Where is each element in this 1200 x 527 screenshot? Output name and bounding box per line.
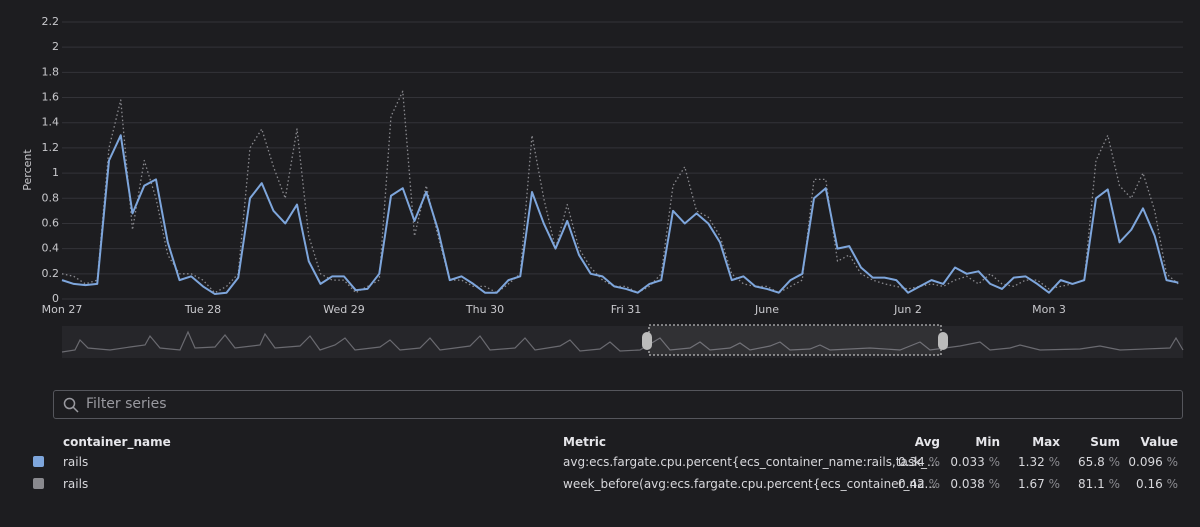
x-tick-label: Fri 31 [611, 303, 642, 316]
stat-value: 1.32 [1018, 455, 1045, 469]
stat-unit: % [1108, 455, 1120, 469]
series-line [61, 90, 1179, 294]
stat-unit: % [928, 477, 940, 491]
column-header: Min [975, 435, 1000, 449]
x-tick-label: Tue 28 [184, 303, 221, 316]
series-name: rails [63, 477, 89, 491]
metric: week_before(avg:ecs.fargate.cpu.percent{… [563, 477, 936, 491]
column-header: Sum [1090, 435, 1120, 449]
stat: 65.8 % [1040, 455, 1120, 469]
stat-unit: % [988, 455, 1000, 469]
x-tick-label: Jun 2 [893, 303, 922, 316]
stat: 81.1 % [1040, 477, 1120, 491]
x-tick-label: Mon 3 [1032, 303, 1066, 316]
y-tick-label: 0.8 [42, 191, 60, 204]
series-line [61, 134, 1179, 295]
y-tick-label: 0.4 [42, 242, 60, 255]
stat-value: 0.16 [1136, 477, 1163, 491]
navigator-line [61, 330, 1184, 353]
stat-value: 0.42 [898, 477, 925, 491]
stat: 1.67 % [980, 477, 1060, 491]
stat-value: 0.033 [950, 455, 985, 469]
column-header: Metric [563, 435, 606, 449]
stat-unit: % [928, 455, 940, 469]
metric: avg:ecs.fargate.cpu.percent{ecs_containe… [563, 455, 939, 469]
y-tick-label: 0.6 [42, 216, 60, 229]
search-icon [63, 397, 79, 413]
stat-unit: % [1048, 477, 1060, 491]
series-name: rails [63, 455, 89, 469]
navigator-handle[interactable] [642, 332, 652, 350]
legend-swatch [33, 478, 44, 489]
stat: 0.16 % [1098, 477, 1178, 491]
y-tick-label: 1 [52, 166, 59, 179]
navigator [61, 324, 1184, 358]
stat-value: 0.096 [1128, 455, 1163, 469]
chart: Percent 0 0.2 0.4 0.6 0.8 1 1.2 1.4 1.6 1.8 2 2.2 Mo… [21, 15, 1184, 358]
y-axis-label: Percent [21, 149, 34, 191]
y-tick-label: 1.2 [42, 141, 60, 154]
stat-unit: % [1048, 455, 1060, 469]
y-tick-label: 2 [52, 40, 59, 53]
stat: 0.038 % [920, 477, 1000, 491]
stat-unit: % [1166, 477, 1178, 491]
column-header: Max [1032, 435, 1060, 449]
table-row: rails avg:ecs.fargate.cpu.percent{ecs_con… [0, 452, 1200, 472]
stat-value: 0.34 [898, 455, 925, 469]
filter-input[interactable]: Filter series [53, 390, 1183, 419]
stat-unit: % [1108, 477, 1120, 491]
y-tick-label: 2.2 [42, 15, 60, 28]
stat-value: 1.67 [1018, 477, 1045, 491]
stat-value: 0.038 [950, 477, 985, 491]
stat: 0.096 % [1098, 455, 1178, 469]
stat-value: 81.1 [1078, 477, 1105, 491]
x-tick-label: Wed 29 [323, 303, 364, 316]
column-header: Avg [914, 435, 940, 449]
x-tick-label: June [754, 303, 779, 316]
stat-unit: % [988, 477, 1000, 491]
column-header: Value [1140, 435, 1178, 449]
y-tick-label: 0.2 [42, 267, 60, 280]
stat: 0.42 % [860, 477, 940, 491]
navigator-window[interactable] [648, 324, 942, 356]
navigator-bg [62, 326, 1183, 358]
x-tick-label: Thu 30 [465, 303, 504, 316]
x-tick-label: Mon 27 [42, 303, 83, 316]
navigator-handle[interactable] [938, 332, 948, 350]
table-header: container_name Metric Avg Min Max Sum Value [0, 432, 1200, 452]
stat-unit: % [1166, 455, 1178, 469]
column-header: container_name [63, 435, 171, 449]
stat-value: 65.8 [1078, 455, 1105, 469]
y-tick-label: 1.4 [42, 116, 60, 129]
filter-placeholder: Filter series [86, 396, 167, 412]
stat: 1.32 % [980, 455, 1060, 469]
legend-swatch [33, 456, 44, 467]
y-tick-label: 1.6 [42, 91, 60, 104]
y-tick-label: 1.8 [42, 65, 60, 78]
y-tick-label: 0 [52, 292, 59, 305]
stat: 0.34 % [860, 455, 940, 469]
table-row: rails week_before(avg:ecs.fargate.cpu.per… [0, 474, 1200, 494]
stat: 0.033 % [920, 455, 1000, 469]
